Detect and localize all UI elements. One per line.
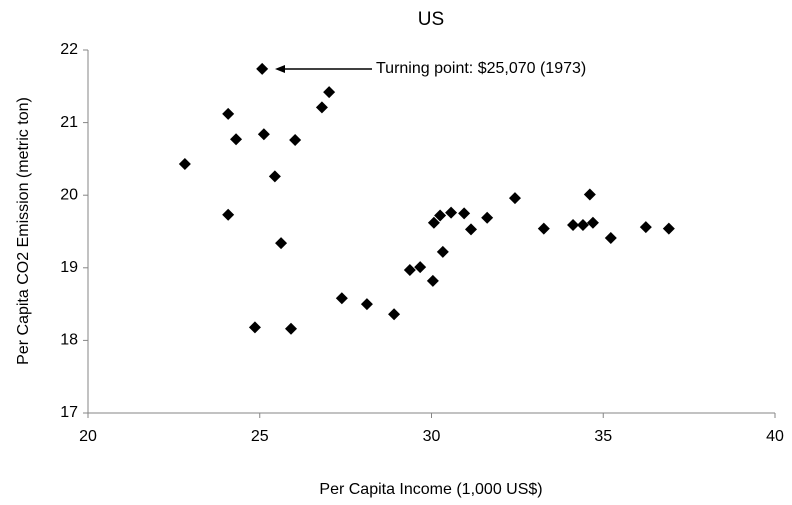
point [414,261,427,274]
point [426,274,439,287]
point [178,157,191,170]
point [567,218,580,231]
y-tick-label: 20 [60,186,78,203]
y-axis-label: Per Capita CO2 Emission (metric ton) [15,97,32,365]
point [248,321,261,334]
point [427,216,440,229]
point [445,206,458,219]
x-tick-label: 25 [251,428,269,445]
point [315,101,328,114]
y-tick-label: 19 [60,259,78,276]
x-tick-label: 30 [423,428,441,445]
point [576,218,589,231]
chart-title: US [418,9,444,30]
x-tick-label: 20 [79,428,97,445]
point [222,107,235,120]
x-tick-label: 40 [766,428,784,445]
point [403,263,416,276]
point [289,134,302,147]
point [604,232,617,245]
point [586,216,599,229]
point [508,192,521,205]
point [335,292,348,305]
point [388,308,401,321]
point [256,62,269,75]
point [230,133,243,146]
point [662,222,675,235]
x-axis-label: Per Capita Income (1,000 US$) [319,481,542,498]
point [537,222,550,235]
point [285,322,298,335]
point [458,207,471,220]
point [436,245,449,258]
point [222,208,235,221]
annotation: Turning point: $25,070 (1973) [376,60,586,77]
point [434,209,447,222]
y-tick-label: 18 [60,332,78,349]
point [481,211,494,224]
point [465,223,478,236]
point [268,170,281,183]
y-tick-label: 17 [60,404,78,421]
arrow-head [275,65,285,73]
point [257,128,270,141]
y-tick-label: 21 [60,114,78,131]
point [639,221,652,234]
point [323,86,336,99]
x-tick-label: 35 [594,428,612,445]
point [275,237,288,250]
point [583,188,596,201]
y-tick-label: 22 [60,41,78,58]
point [360,298,373,311]
